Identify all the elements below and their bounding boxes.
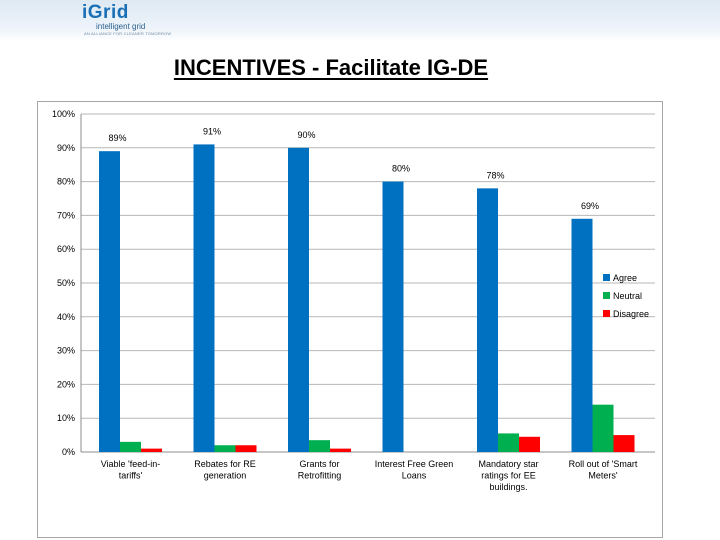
- legend-swatch-agree: [603, 274, 610, 281]
- bar-agree-2: [288, 147, 309, 453]
- x-tick-label-2-1: Retrofitting: [298, 471, 342, 481]
- y-tick-label-0: 0%: [62, 447, 75, 457]
- igrid-logo: iGrid intelligent grid AN ALLIANCE FOR C…: [82, 2, 178, 40]
- bar-neutral-2: [309, 440, 330, 452]
- y-tick-label-90: 90%: [57, 143, 75, 153]
- bar-neutral-0: [120, 441, 141, 452]
- logo-mark: iGrid: [82, 2, 129, 23]
- y-tick-label-20: 20%: [57, 379, 75, 389]
- bar-disagree-1: [235, 445, 257, 452]
- bar-disagree-4: [519, 436, 540, 452]
- y-tick-label-100: 100%: [52, 109, 75, 119]
- data-label-agree-4: 78%: [486, 170, 504, 180]
- x-tick-label-4-1: ratings for EE: [481, 471, 536, 481]
- x-tick-label-1-0: Rebates for RE: [194, 459, 256, 469]
- x-tick-label-3-1: Loans: [402, 471, 427, 481]
- x-tick-label-1-1: generation: [204, 471, 247, 481]
- bar-agree-3: [382, 181, 404, 452]
- y-tick-label-80: 80%: [57, 177, 75, 187]
- bar-agree-0: [99, 151, 120, 452]
- data-label-agree-2: 90%: [297, 130, 315, 140]
- logo-tagline: AN ALLIANCE FOR CLEANER TOMORROW: [84, 31, 172, 36]
- y-tick-label-40: 40%: [57, 312, 75, 322]
- x-tick-label-0-1: tariffs': [119, 471, 143, 481]
- x-tick-label-5-0: Roll out of 'Smart: [569, 459, 638, 469]
- legend-swatch-neutral: [603, 292, 610, 299]
- data-label-agree-1: 91%: [203, 126, 221, 136]
- legend-label-disagree: Disagree: [613, 309, 649, 319]
- y-tick-label-60: 60%: [57, 244, 75, 254]
- x-tick-label-4-2: buildings.: [489, 482, 527, 492]
- x-tick-label-2-0: Grants for: [299, 459, 339, 469]
- chart-title: INCENTIVES - Facilitate IG-DE: [173, 55, 489, 80]
- x-tick-label-4-0: Mandatory star: [478, 459, 538, 469]
- data-label-agree-0: 89%: [108, 133, 126, 143]
- x-tick-label-5-1: Meters': [588, 471, 618, 481]
- bar-agree-4: [477, 188, 498, 453]
- x-tick-label-0-0: Viable 'feed-in-: [101, 459, 161, 469]
- bar-disagree-0: [141, 448, 162, 452]
- bar-disagree-2: [330, 448, 351, 452]
- bar-neutral-5: [592, 404, 614, 452]
- x-tick-label-3-0: Interest Free Green: [375, 459, 454, 469]
- y-tick-label-10: 10%: [57, 413, 75, 423]
- y-tick-label-70: 70%: [57, 210, 75, 220]
- legend-label-agree: Agree: [613, 273, 637, 283]
- header-band: [0, 0, 720, 42]
- y-tick-label-50: 50%: [57, 278, 75, 288]
- logo-subtitle: intelligent grid: [96, 22, 146, 31]
- y-tick-label-30: 30%: [57, 346, 75, 356]
- bar-disagree-5: [613, 435, 635, 452]
- data-label-agree-5: 69%: [581, 201, 599, 211]
- legend-swatch-disagree: [603, 310, 610, 317]
- chart-frame: 0% 10% 20% 30% 40% 50% 60% 70% 80% 90% 100% 89% Viab…: [37, 101, 663, 538]
- bar-agree-1: [193, 144, 215, 453]
- bar-neutral-1: [214, 445, 236, 452]
- data-label-agree-3: 80%: [392, 164, 410, 174]
- chart-title-wrap: INCENTIVES - Facilitate IG-DE: [0, 55, 720, 81]
- legend-label-neutral: Neutral: [613, 291, 642, 301]
- bar-neutral-4: [498, 433, 519, 452]
- bar-chart: 0% 10% 20% 30% 40% 50% 60% 70% 80% 90% 100% 89% Viab…: [52, 109, 655, 492]
- bar-agree-5: [571, 218, 593, 452]
